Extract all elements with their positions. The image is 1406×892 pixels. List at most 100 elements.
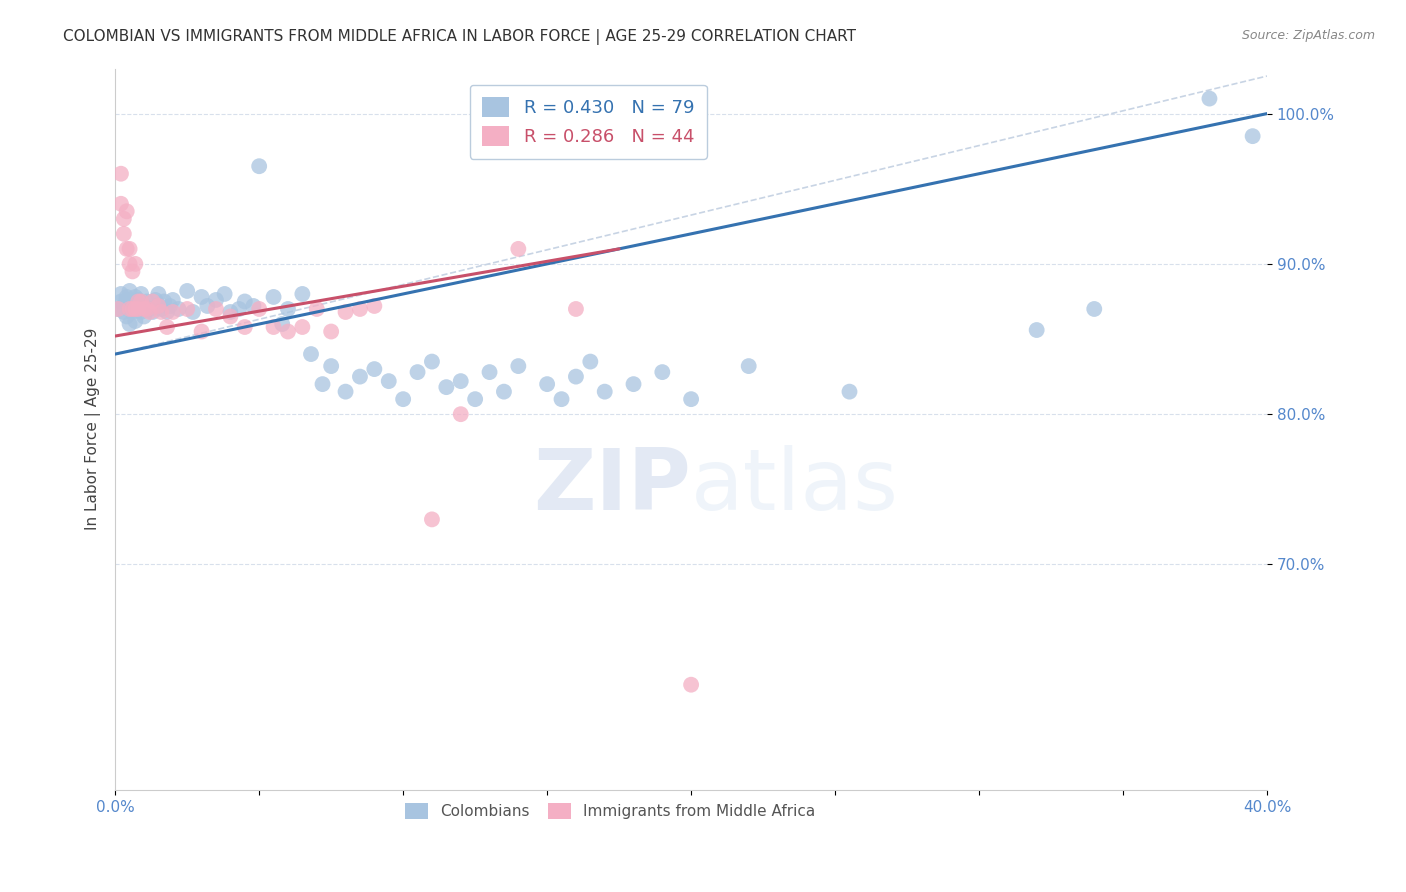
Point <box>148 299 170 313</box>
Point <box>124 299 146 313</box>
Text: atlas: atlas <box>692 445 898 528</box>
Point <box>124 257 146 271</box>
Point <box>271 317 294 331</box>
Point <box>139 305 162 319</box>
Point <box>118 257 141 271</box>
Point <box>277 325 299 339</box>
Point <box>392 392 415 406</box>
Point <box>139 301 162 316</box>
Point <box>110 287 132 301</box>
Point <box>112 227 135 241</box>
Point <box>311 377 333 392</box>
Point <box>190 325 212 339</box>
Point <box>321 325 343 339</box>
Point <box>508 242 530 256</box>
Point <box>565 369 588 384</box>
Point <box>478 365 501 379</box>
Point <box>176 284 198 298</box>
Point <box>148 299 170 313</box>
Point <box>579 354 602 368</box>
Point <box>121 305 143 319</box>
Point <box>565 301 588 316</box>
Point <box>420 354 443 368</box>
Point <box>335 305 357 319</box>
Point <box>291 320 314 334</box>
Point <box>129 294 152 309</box>
Point <box>205 293 228 307</box>
Point <box>107 301 129 316</box>
Point <box>115 293 138 307</box>
Point <box>118 284 141 298</box>
Point <box>110 167 132 181</box>
Point <box>1025 323 1047 337</box>
Point <box>112 211 135 226</box>
Point <box>434 380 457 394</box>
Point <box>593 384 616 399</box>
Point <box>219 310 242 324</box>
Point <box>145 293 167 307</box>
Point <box>127 293 149 307</box>
Point <box>118 301 141 316</box>
Point <box>135 294 157 309</box>
Point <box>228 301 250 316</box>
Point <box>121 301 143 316</box>
Point <box>1241 129 1264 144</box>
Point <box>263 320 285 334</box>
Point <box>349 301 371 316</box>
Point <box>121 264 143 278</box>
Point <box>406 365 429 379</box>
Point <box>291 287 314 301</box>
Point <box>247 301 270 316</box>
Point <box>156 320 179 334</box>
Point <box>1198 92 1220 106</box>
Point <box>115 290 138 304</box>
Point <box>214 287 236 301</box>
Point <box>492 384 515 399</box>
Point <box>233 320 256 334</box>
Legend: Colombians, Immigrants from Middle Africa: Colombians, Immigrants from Middle Afric… <box>399 797 821 826</box>
Point <box>115 242 138 256</box>
Point <box>142 294 165 309</box>
Point <box>623 377 645 392</box>
Point <box>153 294 176 309</box>
Point <box>363 299 385 313</box>
Point <box>115 204 138 219</box>
Point <box>132 301 155 316</box>
Point <box>181 305 204 319</box>
Point <box>420 512 443 526</box>
Point <box>124 301 146 316</box>
Point <box>651 365 673 379</box>
Point <box>377 374 399 388</box>
Point <box>110 294 132 309</box>
Text: Source: ZipAtlas.com: Source: ZipAtlas.com <box>1241 29 1375 42</box>
Point <box>159 299 181 313</box>
Point <box>124 290 146 304</box>
Point <box>205 301 228 316</box>
Point <box>508 359 530 373</box>
Point <box>162 293 184 307</box>
Point <box>118 317 141 331</box>
Point <box>118 301 141 316</box>
Point <box>135 301 157 316</box>
Point <box>1083 301 1105 316</box>
Point <box>335 384 357 399</box>
Point <box>112 299 135 313</box>
Point <box>167 301 190 316</box>
Point <box>450 374 472 388</box>
Point <box>110 196 132 211</box>
Y-axis label: In Labor Force | Age 25-29: In Labor Force | Age 25-29 <box>86 328 101 531</box>
Point <box>162 305 184 319</box>
Point <box>450 407 472 421</box>
Point <box>233 294 256 309</box>
Point <box>550 392 572 406</box>
Text: COLOMBIAN VS IMMIGRANTS FROM MIDDLE AFRICA IN LABOR FORCE | AGE 25-29 CORRELATIO: COLOMBIAN VS IMMIGRANTS FROM MIDDLE AFRI… <box>63 29 856 45</box>
Point <box>195 299 218 313</box>
Point <box>112 305 135 319</box>
Point <box>156 305 179 319</box>
Point <box>127 301 149 316</box>
Point <box>127 301 149 316</box>
Point <box>247 159 270 173</box>
Point <box>349 369 371 384</box>
Point <box>129 305 152 319</box>
Point <box>681 392 703 406</box>
